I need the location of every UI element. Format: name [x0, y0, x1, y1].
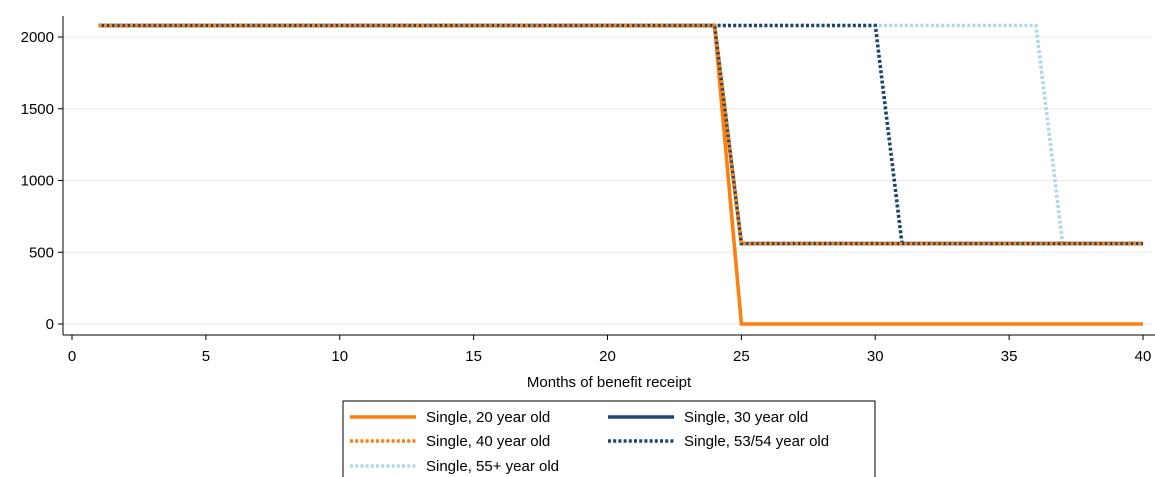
x-tick-label: 20: [599, 348, 616, 365]
series-line-single-53-54-year-old: [98, 23, 1143, 246]
legend-label: Single, 53/54 year old: [684, 433, 829, 450]
y-tick-label: 0: [46, 316, 54, 333]
x-tick-label: 40: [1135, 348, 1152, 365]
legend-label: Single, 20 year old: [426, 409, 550, 426]
x-axis-title: Months of benefit receipt: [527, 374, 692, 391]
x-tick-label: 25: [733, 348, 750, 365]
axes: 0 500 1000 1500 2000 0 5 10 15 20 25 30 35 40: [21, 16, 1155, 365]
series-lines: [98, 23, 1143, 326]
legend: Single, 20 year old Single, 30 year old Si…: [342, 400, 876, 477]
x-tick-label: 30: [867, 348, 884, 365]
x-tick-label: 10: [331, 348, 348, 365]
x-tick-label: 35: [1001, 348, 1018, 365]
x-tick-label: 5: [202, 348, 210, 365]
legend-label: Single, 40 year old: [426, 433, 550, 450]
series-line-single-30-year-old: [98, 23, 1143, 246]
series-line-single-20-year-old: [98, 23, 1143, 326]
y-tick-label: 500: [29, 244, 54, 261]
x-tick-label: 15: [465, 348, 482, 365]
grid-lines: [63, 36, 1152, 325]
x-tick-label: 0: [68, 348, 76, 365]
series-line-single-55-year-old: [98, 23, 1143, 246]
y-tick-label: 1000: [21, 173, 54, 190]
series-line-single-40-year-old: [98, 23, 1143, 246]
y-tick-label: 2000: [21, 29, 54, 46]
legend-label: Single, 55+ year old: [426, 458, 559, 475]
legend-label: Single, 30 year old: [684, 409, 808, 426]
y-tick-label: 1500: [21, 101, 54, 118]
legend-box: [342, 400, 876, 477]
